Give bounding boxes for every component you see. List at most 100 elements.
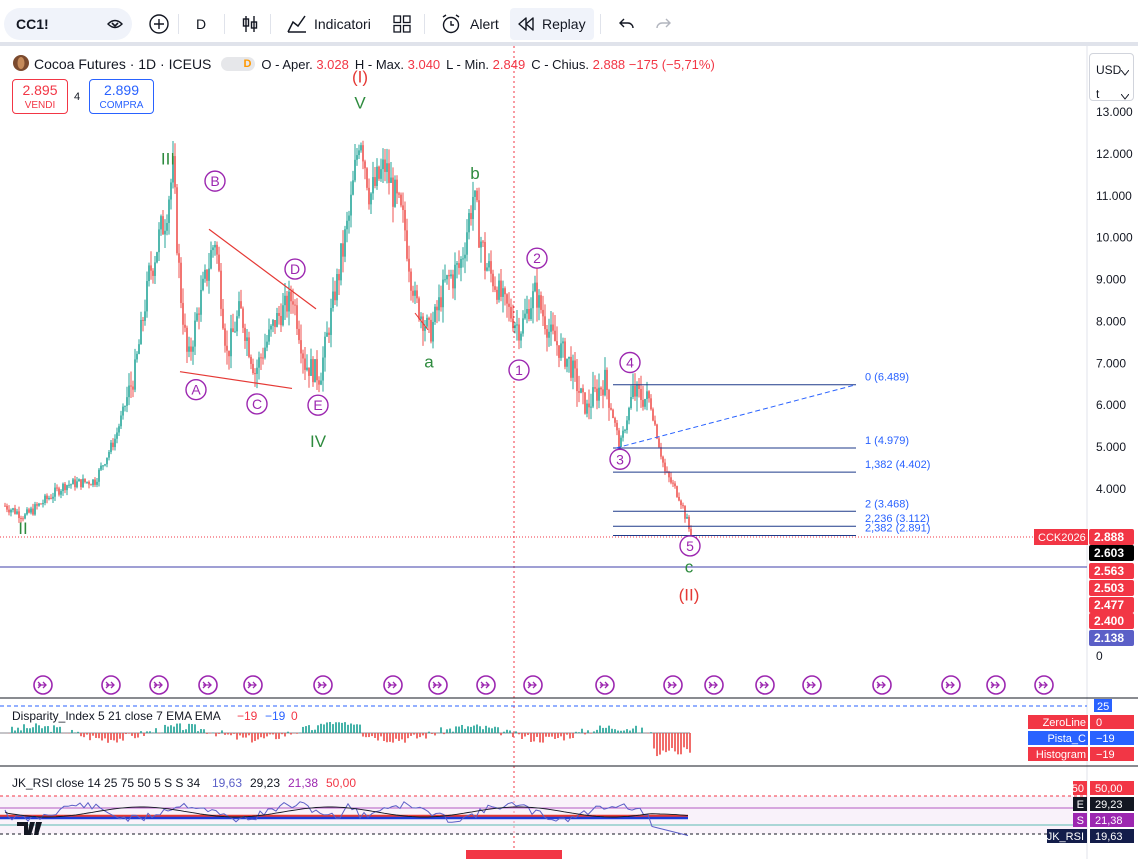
event-marker-icon[interactable] — [523, 675, 543, 695]
price-tick-label: 11.000 — [1096, 189, 1132, 203]
unit-label: t — [1096, 87, 1100, 101]
event-marker-icon[interactable] — [428, 675, 448, 695]
candle-body — [258, 357, 260, 368]
rsi-name-tag — [1047, 829, 1087, 843]
candle-body — [234, 331, 236, 333]
event-marker-icon[interactable] — [663, 675, 683, 695]
candle-body — [454, 264, 456, 289]
undo-icon[interactable] — [610, 8, 642, 40]
candle-body — [630, 396, 632, 408]
rsi-name: S — [1077, 815, 1084, 827]
event-marker-icon[interactable] — [986, 675, 1006, 695]
price-tag — [1089, 563, 1134, 579]
event-marker-icon[interactable] — [149, 675, 169, 695]
histogram-bar — [362, 733, 364, 737]
redo-icon[interactable] — [648, 8, 680, 40]
candle-body — [452, 274, 454, 289]
candle-body — [586, 403, 588, 414]
candle-body — [324, 336, 326, 358]
symbol-search[interactable]: CC1! — [4, 8, 132, 40]
event-markers[interactable] — [33, 675, 1054, 695]
event-marker-icon[interactable] — [704, 675, 724, 695]
candle-body — [200, 289, 202, 315]
candle-body — [556, 341, 558, 346]
currency-unit-selector[interactable]: USD t — [1089, 53, 1134, 101]
candle-body — [208, 268, 210, 281]
candle-body — [186, 327, 188, 352]
candle-body — [328, 332, 330, 335]
histogram-bar — [80, 733, 82, 737]
candle-body — [478, 200, 480, 248]
wave-circle-label: E — [313, 397, 322, 413]
layout-grid-icon[interactable] — [386, 8, 418, 40]
candle-body — [440, 297, 442, 308]
candle-body — [580, 388, 582, 393]
chart-canvas[interactable]: 0 (6.489) 1 (4.979) 1,382 (4.402) 2 (3.468)… — [0, 46, 1138, 859]
event-marker-icon[interactable] — [198, 675, 218, 695]
event-marker-icon[interactable] — [476, 675, 496, 695]
event-marker-icon[interactable] — [802, 675, 822, 695]
candle-body — [532, 291, 534, 309]
histogram-bar — [548, 733, 550, 737]
event-marker-icon[interactable] — [101, 675, 121, 695]
candle-body — [326, 332, 328, 337]
indicators-button[interactable]: Indicatori — [280, 8, 377, 40]
wave-a-trendline — [414, 312, 429, 331]
wave-label: V — [354, 94, 366, 113]
histogram-bar — [107, 733, 109, 743]
interval-button[interactable]: D — [190, 8, 212, 40]
candle-body — [616, 422, 618, 431]
candle-body — [56, 487, 58, 489]
event-marker-icon[interactable] — [872, 675, 892, 695]
event-marker-icon[interactable] — [313, 675, 333, 695]
alert-button[interactable]: Alert — [434, 8, 505, 40]
candle-body — [98, 469, 100, 482]
event-marker-icon[interactable] — [33, 675, 53, 695]
candle-body — [76, 481, 78, 488]
event-marker-icon[interactable] — [383, 675, 403, 695]
candle-body — [442, 279, 444, 308]
candle-body — [542, 309, 544, 317]
candle-body — [638, 384, 640, 389]
candle-body — [476, 190, 478, 201]
close-value: 2.888 — [592, 56, 626, 72]
event-marker-icon[interactable] — [243, 675, 263, 695]
event-marker-icon[interactable] — [1034, 675, 1054, 695]
fib-level-label: 0 (6.489) — [865, 372, 909, 384]
buy-button[interactable]: 2.899 COMPRA — [89, 79, 154, 114]
candles-type-icon[interactable] — [234, 8, 266, 40]
candle-body — [612, 409, 614, 419]
event-arrows — [247, 681, 257, 689]
histogram-bar — [686, 733, 688, 750]
disparity-pane: Disparity_Index 5 21 close 7 EMA EMA −19−… — [0, 699, 1134, 761]
event-marker-icon[interactable] — [941, 675, 961, 695]
event-marker-icon[interactable] — [595, 675, 615, 695]
event-arrows — [480, 681, 490, 689]
sell-button[interactable]: 2.895 VENDI — [12, 79, 68, 114]
replay-button[interactable]: Replay — [510, 8, 594, 40]
candle-body — [644, 399, 646, 407]
histogram-bar — [59, 726, 61, 733]
indicators-icon — [287, 15, 306, 33]
histogram-bar — [245, 733, 247, 738]
wave-label: (I) — [352, 68, 368, 87]
candle-body — [576, 368, 578, 392]
candle-body — [600, 387, 602, 390]
wave-circle-marker — [679, 535, 701, 557]
symbol-settings-icon[interactable] — [106, 15, 124, 33]
candle-body — [560, 343, 562, 358]
candle-body — [202, 278, 204, 290]
divider — [424, 14, 425, 34]
wave-label: IV — [310, 432, 327, 451]
compare-add-icon[interactable] — [142, 8, 176, 40]
visibility-toggle[interactable]: D — [221, 57, 256, 71]
histogram-bar — [290, 733, 292, 735]
rsi-ema-line — [4, 806, 689, 818]
price-tick-label: 6.000 — [1096, 398, 1126, 412]
ohlc-close: C - Chius. 2.888 −175 (−5,71%) — [531, 57, 715, 72]
histogram-bar — [419, 733, 421, 738]
wave-label: b — [470, 164, 479, 183]
histogram-bar — [89, 733, 91, 741]
event-marker-icon[interactable] — [755, 675, 775, 695]
histogram-bar — [404, 733, 406, 743]
